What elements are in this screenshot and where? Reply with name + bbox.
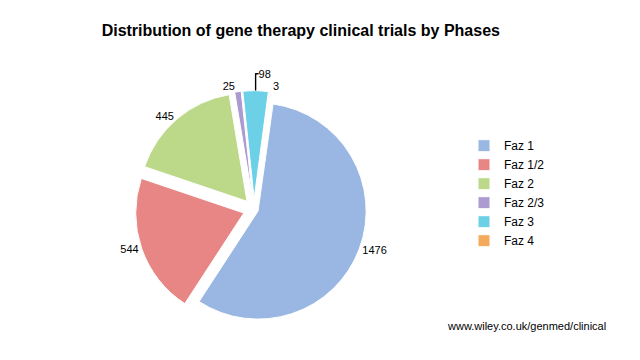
svg-text:Faz 1/2: Faz 1/2 (504, 158, 544, 172)
svg-text:Faz 4: Faz 4 (504, 234, 534, 248)
svg-text:Faz 1: Faz 1 (504, 139, 534, 153)
svg-text:Faz 3: Faz 3 (504, 215, 534, 229)
svg-text:Faz 2: Faz 2 (504, 177, 534, 191)
svg-text:25: 25 (223, 80, 235, 92)
svg-text:1476: 1476 (362, 244, 386, 256)
svg-text:Faz 2/3: Faz 2/3 (504, 196, 544, 210)
svg-text:544: 544 (120, 243, 138, 255)
svg-text:3: 3 (273, 80, 279, 92)
svg-text:445: 445 (156, 110, 174, 122)
svg-text:Distribution of gene therapy c: Distribution of gene therapy clinical tr… (102, 22, 500, 39)
svg-text:www.wiley.co.uk/genmed/clinica: www.wiley.co.uk/genmed/clinical (447, 320, 606, 332)
svg-text:98: 98 (259, 68, 271, 80)
